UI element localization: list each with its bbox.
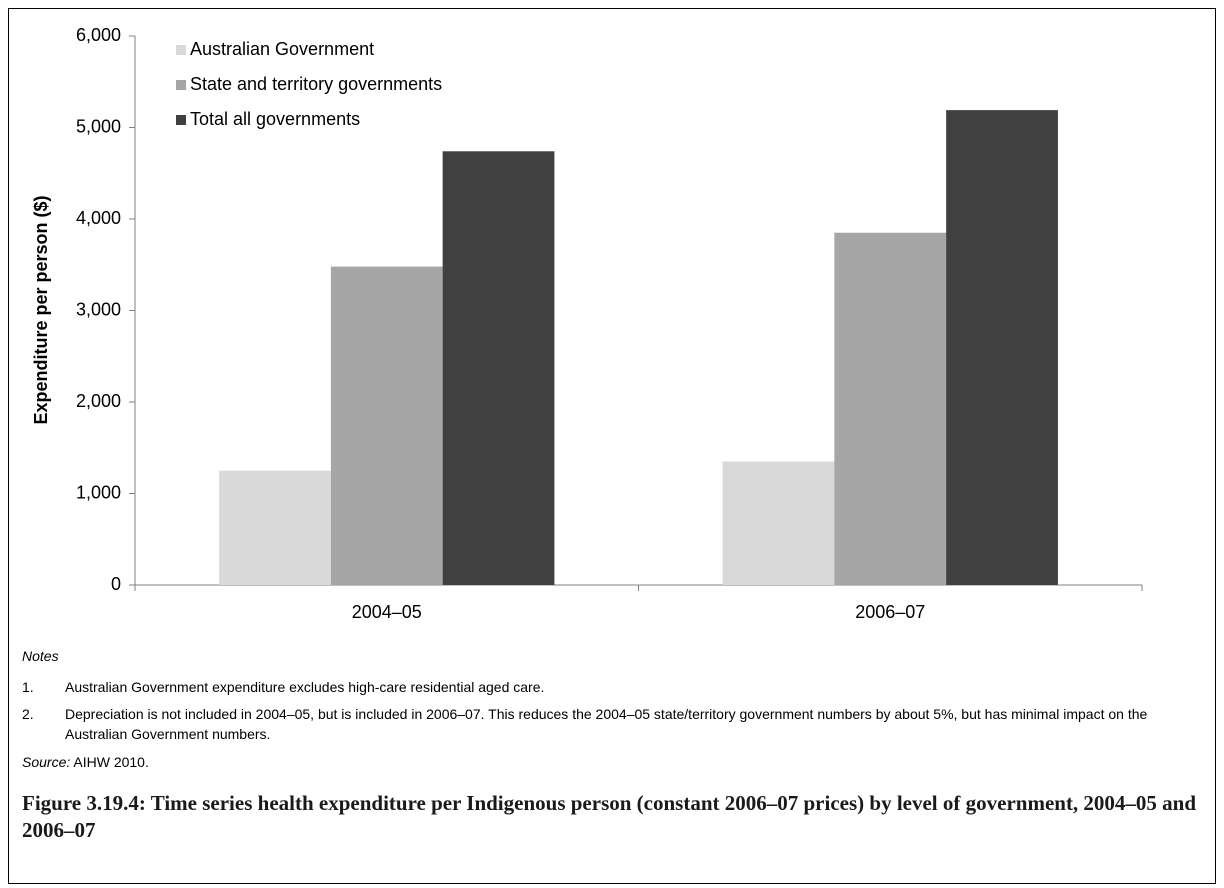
note-number: 1. xyxy=(22,679,34,695)
note-number: 2. xyxy=(22,706,34,722)
source: Source: AIHW 2010. xyxy=(22,752,149,772)
y-tick-label: 1,000 xyxy=(76,482,121,502)
legend-label: State and territory governments xyxy=(190,74,442,94)
source-label: Source: xyxy=(22,754,71,770)
notes-heading: Notes xyxy=(22,648,59,664)
caption: Figure 3.19.4: Time series health expend… xyxy=(22,791,1197,842)
y-tick-label: 0 xyxy=(111,574,121,594)
bar xyxy=(834,232,947,585)
legend-label: Australian Government xyxy=(190,39,374,59)
bar xyxy=(330,266,443,585)
legend-swatch xyxy=(176,115,186,125)
bar xyxy=(722,461,835,585)
legend-swatch xyxy=(176,80,186,90)
note: 1. Australian Government expenditure excl… xyxy=(22,677,1202,697)
y-tick-label: 3,000 xyxy=(76,299,121,319)
bar xyxy=(219,470,331,585)
x-tick-label: 2004–05 xyxy=(352,602,422,622)
bar xyxy=(946,110,1058,586)
y-tick-label: 5,000 xyxy=(76,116,121,136)
frame xyxy=(8,8,1216,884)
note: 2. Depreciation is not included in 2004–0… xyxy=(22,704,1202,744)
legend-label: Total all governments xyxy=(190,109,360,129)
bar xyxy=(442,151,555,586)
y-axis-label: Expenditure per person ($) xyxy=(31,195,51,424)
note-text: Australian Government expenditure exclud… xyxy=(65,679,545,695)
source-text: AIHW 2010. xyxy=(73,754,149,770)
y-tick-label: 4,000 xyxy=(76,208,121,228)
x-tick-label: 2006–07 xyxy=(855,602,925,622)
y-tick-label: 2,000 xyxy=(76,391,121,411)
note-text: Depreciation is not included in 2004–05,… xyxy=(65,706,1148,742)
legend-swatch xyxy=(176,45,186,55)
y-tick-label: 6,000 xyxy=(76,25,121,45)
